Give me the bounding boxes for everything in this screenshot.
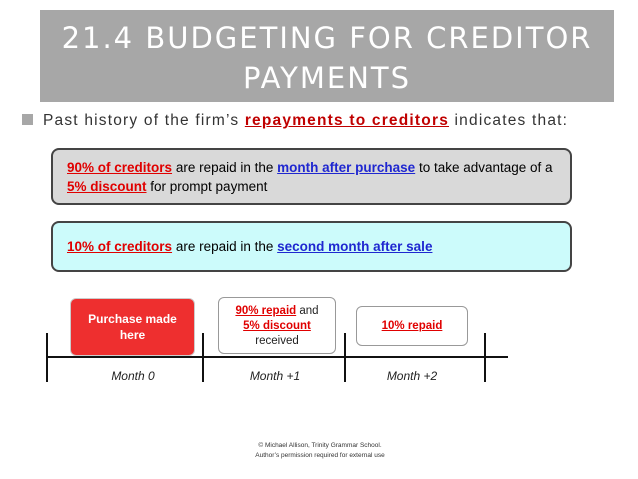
month2-repayment-box: 10% repaid <box>356 306 468 346</box>
month2-red-1: 10% repaid <box>381 320 443 332</box>
title-line-2: PAYMENTS <box>242 61 412 95</box>
title-line-1: 21.4 BUDGETING FOR CREDITOR <box>61 21 593 55</box>
timeline-tick-3 <box>484 333 486 382</box>
purchase-made-box: Purchase made here <box>70 298 195 356</box>
month1-red-2: 5% discount <box>243 320 311 332</box>
month1-repayment-box: 90% repaid and 5% discount received <box>218 297 336 354</box>
timeline-axis <box>46 356 508 358</box>
footer-line-1: © Michael Allison, Trinity Grammar Schoo… <box>258 442 382 449</box>
box2-text-1: are repaid in the <box>175 239 274 254</box>
box1-text-3: for prompt payment <box>150 179 268 194</box>
timeline-tick-2 <box>344 333 346 382</box>
title-banner <box>40 10 614 102</box>
month1-received: received <box>255 335 299 347</box>
box2-red-1: 10% of creditors <box>67 239 173 254</box>
month-label-2: Month +2 <box>386 369 438 383</box>
bullet-highlight: repayments to creditors <box>244 112 450 129</box>
bullet-point: Past history of the firm’s repayments to… <box>22 112 634 130</box>
box2-blue-1: second month after sale <box>277 239 433 254</box>
box1-red-2: 5% discount <box>67 179 147 194</box>
slide-title: 21.4 BUDGETING FOR CREDITOR PAYMENTS <box>40 18 614 98</box>
creditors-10-box: 10% of creditors are repaid in the secon… <box>51 221 572 272</box>
timeline-tick-0 <box>46 333 48 382</box>
month-label-0: Month 0 <box>111 369 155 383</box>
copyright-footer: © Michael Allison, Trinity Grammar Schoo… <box>200 441 440 461</box>
purchase-line-2: here <box>119 328 146 342</box>
month1-red-1: 90% repaid <box>235 305 297 317</box>
timeline-tick-1 <box>202 333 204 382</box>
purchase-line-1: Purchase made <box>88 312 177 326</box>
month1-and: and <box>299 305 319 317</box>
square-bullet-icon <box>22 114 33 125</box>
box1-text-1: are repaid in the <box>175 160 274 175</box>
box1-text-2: to take advantage of a <box>418 160 553 175</box>
bullet-text-before: Past history of the firm’s <box>43 112 240 129</box>
bullet-text-after: indicates that: <box>454 112 569 129</box>
box1-blue-1: month after purchase <box>277 160 416 175</box>
creditors-90-box: 90% of creditors are repaid in the month… <box>51 148 572 205</box>
footer-line-2: Author’s permission required for externa… <box>255 452 385 459</box>
month-label-1: Month +1 <box>249 369 301 383</box>
box1-red-1: 90% of creditors <box>67 160 173 175</box>
